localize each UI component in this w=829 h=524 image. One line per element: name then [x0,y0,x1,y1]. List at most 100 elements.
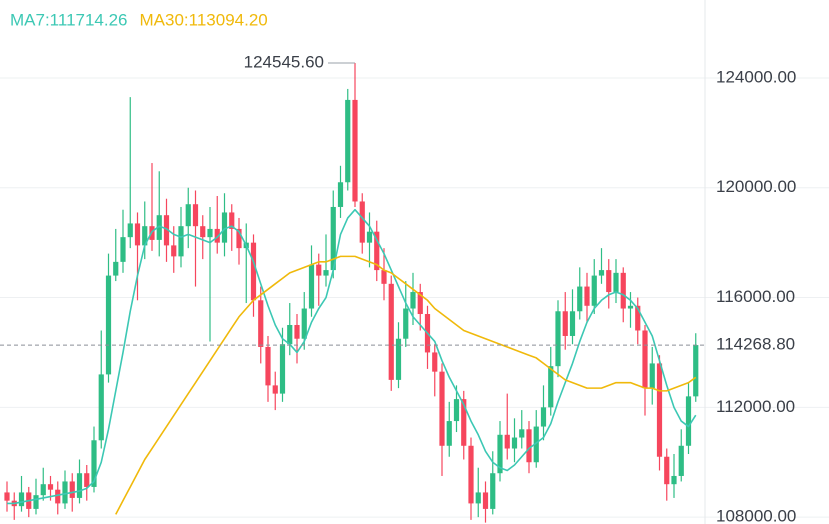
candle-body [163,215,170,246]
candle-body [562,311,568,336]
candle-body [200,226,206,238]
candle-body [410,292,416,309]
candle-body [221,212,228,243]
y-tick-label: 120000.00 [716,177,796,196]
candle-body [526,429,532,463]
candle-body [555,311,561,367]
candle-body [69,481,75,498]
candle-body [606,270,612,293]
candle-body [171,245,177,257]
candle-body [76,473,83,498]
candle-body [591,275,597,306]
candle-body [613,272,619,293]
candle-body [388,283,394,380]
candle-body [192,204,199,227]
candle-body [229,212,235,229]
candle-body [490,473,496,509]
labels: 108000.00 112000.00 116000.00 120000.00 1240… [10,10,829,524]
candle-body [475,492,481,504]
candle-body [685,396,692,446]
legend-entry: MA7:111714.26 [10,10,128,29]
candle-body [330,206,336,271]
y-tick-label: 116000.00 [716,287,795,306]
candle-body [540,407,547,427]
candle-body [584,286,590,306]
candle-body [18,492,25,507]
candle-body [432,352,438,372]
y-tick-label: 108000.00 [716,507,796,524]
candle-body [272,385,278,394]
candle-body [548,366,554,408]
candle-body [236,228,242,249]
candle-body [359,201,365,243]
legend-entry: MA30:113094.20 [140,10,268,29]
candle-body [453,399,460,422]
candle-body [569,311,576,336]
candle-body [446,421,452,446]
candle-body [185,204,191,227]
candle-body [366,231,373,243]
candle-body [678,445,684,476]
candle-body [403,308,409,339]
last-price-label: 114268.80 [716,335,795,354]
candle-body [47,484,54,490]
candle-body [511,437,518,449]
candle-body [461,399,467,446]
candle-body [664,456,670,485]
candle-body [142,226,148,246]
candle-body [250,242,257,301]
candle-body [577,286,583,312]
candle-body [62,481,68,504]
candle-body [4,492,10,501]
candle-body [127,223,133,238]
candle-body [301,308,307,339]
candle-body [649,363,655,389]
candle-body [337,182,344,207]
candle-body [265,346,271,386]
candle-body [642,330,648,389]
candle-body [113,261,119,276]
candle-body [33,495,39,509]
candle-body [519,429,525,438]
candle-body [207,228,213,238]
candle-body [279,344,286,394]
candle-body [497,434,503,474]
ma-line [115,255,697,515]
candle-body [482,492,489,509]
candle-body [439,371,445,446]
candle-body [134,223,141,246]
candle-body [287,324,293,345]
candle-body [504,434,510,449]
candle-body [345,99,351,183]
candle-body [178,226,184,257]
candle-body [352,99,358,202]
candle-body [91,440,97,487]
candle-body [598,270,605,276]
candle-body [105,275,112,375]
plot-area [0,62,705,523]
candle-body [374,231,380,271]
candle-body [98,374,104,441]
candle-body [84,473,90,487]
candle-body [533,426,539,463]
candle-body [323,270,329,276]
candle-body [316,264,322,276]
candle-body [468,445,474,504]
candle-body [693,345,699,397]
candle-body [635,305,641,331]
candle-body [308,264,315,309]
candle-body [40,484,46,496]
candle-body [395,338,402,380]
candle-body [214,228,220,243]
candle-body [627,305,634,309]
y-tick-label: 112000.00 [716,397,795,416]
candle-body [656,363,663,457]
candle-body [294,324,300,339]
candle-body [417,292,423,315]
candle-body [55,489,61,504]
candle-body [671,475,677,485]
ma-line [7,208,697,505]
candle-body [156,215,162,240]
candle-body [120,237,126,262]
